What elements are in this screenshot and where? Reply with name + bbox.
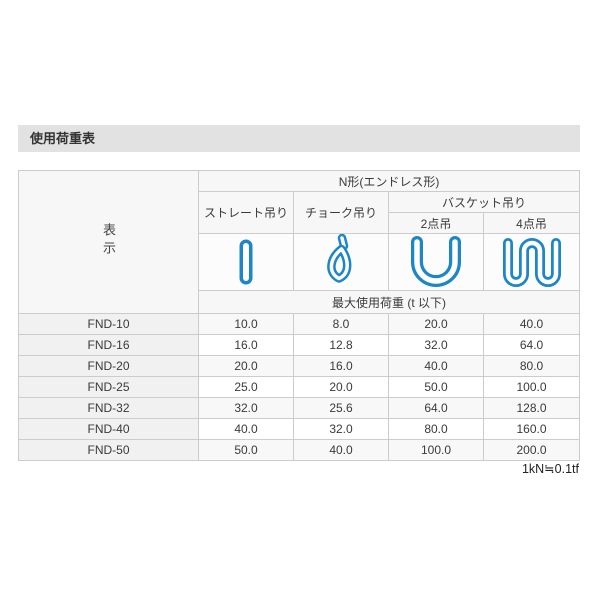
column-header-basket: バスケット吊り — [387, 191, 581, 213]
model-label: FND-10 — [18, 313, 199, 335]
load-value: 8.0 — [293, 313, 389, 335]
load-value: 160.0 — [482, 418, 581, 440]
column-header-4point: 4点吊 — [482, 212, 581, 234]
straight-sling-icon-cell — [198, 233, 294, 291]
load-value: 80.0 — [482, 355, 581, 377]
load-value: 20.0 — [198, 355, 294, 377]
column-header-straight: ストレート吊り — [198, 191, 294, 234]
column-header-choke: チョーク吊り — [293, 191, 389, 234]
load-capacity-table: 表示 N形(エンドレス形) ストレート吊り チョーク吊り バスケット吊り 2点吊… — [18, 170, 581, 461]
table-row: FND-50 50.0 40.0 100.0 200.0 — [18, 439, 581, 461]
model-label: FND-32 — [18, 397, 199, 419]
straight-sling-icon — [239, 239, 253, 285]
max-load-header: 最大使用荷重 (t 以下) — [197, 290, 581, 314]
load-value: 40.0 — [293, 439, 389, 461]
model-label: FND-40 — [18, 418, 199, 440]
load-value: 16.0 — [293, 355, 389, 377]
load-value: 40.0 — [388, 355, 484, 377]
load-value: 20.0 — [293, 376, 389, 398]
load-value: 64.0 — [388, 397, 484, 419]
load-value: 80.0 — [388, 418, 484, 440]
table-row: FND-40 40.0 32.0 80.0 160.0 — [18, 418, 581, 440]
load-value: 16.0 — [198, 334, 294, 356]
load-value: 32.0 — [388, 334, 484, 356]
table-row: FND-20 20.0 16.0 40.0 80.0 — [18, 355, 581, 377]
table-row: FND-10 10.0 8.0 20.0 40.0 — [18, 313, 581, 335]
load-value: 128.0 — [482, 397, 581, 419]
load-value: 40.0 — [482, 313, 581, 335]
load-value: 200.0 — [482, 439, 581, 461]
load-value: 50.0 — [388, 376, 484, 398]
load-value: 25.0 — [198, 376, 294, 398]
load-value: 40.0 — [198, 418, 294, 440]
table-row: FND-16 16.0 12.8 32.0 64.0 — [18, 334, 581, 356]
load-value: 32.0 — [293, 418, 389, 440]
unit-conversion-note: 1kN≒0.1tf — [521, 462, 579, 476]
basket-2point-icon-cell — [388, 233, 484, 291]
load-value: 12.8 — [293, 334, 389, 356]
basket-4point-icon — [502, 238, 561, 287]
table-row: FND-32 32.0 25.6 64.0 128.0 — [18, 397, 581, 419]
load-value: 50.0 — [198, 439, 294, 461]
load-value: 100.0 — [482, 376, 581, 398]
choke-sling-icon-cell — [293, 233, 389, 291]
load-value: 20.0 — [388, 313, 484, 335]
table-row: FND-25 25.0 20.0 50.0 100.0 — [18, 376, 581, 398]
model-label: FND-20 — [18, 355, 199, 377]
load-value: 25.6 — [293, 397, 389, 419]
basket-2point-icon — [411, 236, 461, 287]
load-value: 64.0 — [482, 334, 581, 356]
model-label: FND-50 — [18, 439, 199, 461]
load-value: 100.0 — [388, 439, 484, 461]
column-header-2point: 2点吊 — [388, 212, 484, 234]
model-label: FND-16 — [18, 334, 199, 356]
choke-sling-icon — [327, 234, 352, 283]
model-label: FND-25 — [18, 376, 199, 398]
load-value: 32.0 — [198, 397, 294, 419]
section-title-bar: 使用荷重表 — [18, 125, 580, 152]
group-header-n-type: N形(エンドレス形) — [197, 170, 581, 192]
section-title: 使用荷重表 — [30, 131, 96, 146]
basket-4point-icon-cell — [482, 233, 581, 291]
load-value: 10.0 — [198, 313, 294, 335]
display-column-header: 表示 — [101, 222, 116, 259]
display-column-header-cell: 表示 — [18, 170, 199, 314]
